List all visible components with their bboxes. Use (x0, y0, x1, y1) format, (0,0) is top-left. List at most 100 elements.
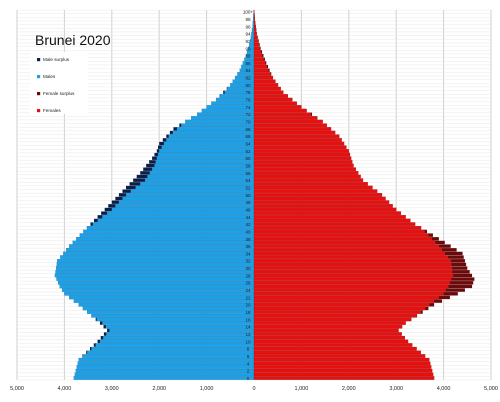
bar-female (253, 365, 432, 369)
bar-female (253, 255, 448, 259)
bar-female (253, 354, 426, 358)
age-label: 98 (245, 17, 251, 22)
bar-female (253, 218, 411, 223)
age-label: 4 (247, 361, 250, 366)
bar-male-surplus (129, 182, 141, 186)
bar-male (91, 346, 255, 351)
bar-male (75, 368, 255, 373)
chart-title: Brunei 2020 (35, 32, 111, 48)
bar-female (253, 291, 444, 296)
x-tick-label: 4,000 (437, 386, 451, 392)
age-label: 30 (245, 266, 251, 271)
bar-female-surplus (270, 72, 272, 76)
legend-swatch (37, 109, 41, 113)
bar-male (106, 332, 255, 336)
bar-male (130, 189, 255, 193)
bar-female (253, 215, 406, 219)
bar-male (106, 211, 255, 215)
bar-female-surplus (424, 229, 428, 234)
bar-female (253, 116, 317, 120)
bar-male-surplus (108, 204, 116, 208)
bar-male (157, 152, 255, 157)
bar-female (253, 372, 434, 377)
bar-male (61, 288, 255, 292)
bars (54, 9, 475, 380)
age-label: 18 (245, 310, 251, 315)
bar-female (253, 302, 430, 307)
bar-female-surplus (306, 108, 307, 113)
age-label: 90 (245, 46, 251, 51)
bar-male-surplus (115, 196, 123, 201)
bar-female-surplus (441, 248, 457, 252)
bar-male (109, 328, 255, 333)
bar-male (103, 335, 255, 340)
bar-female (253, 112, 311, 117)
bar-female-surplus (443, 292, 458, 296)
bar-female-surplus (449, 281, 474, 285)
bar-female-surplus (258, 42, 260, 47)
bar-female (253, 204, 393, 208)
x-tick-labels: 5,000 4,000 3,000 2,000 1,000 0 1,000 2,000 3,00… (10, 386, 498, 392)
bar-male (57, 280, 255, 285)
bar-male (161, 145, 255, 150)
bar-male-surplus (158, 145, 162, 149)
bar-male (252, 20, 255, 25)
bar-male (99, 339, 255, 344)
age-label: 10 (245, 339, 251, 344)
bar-male-surplus (136, 174, 148, 179)
bar-female (253, 211, 402, 215)
bar-female-surplus (447, 255, 464, 259)
bar-male-surplus (103, 332, 107, 336)
bar-female-surplus (453, 273, 473, 278)
x-tick-label: 3,000 (105, 386, 119, 392)
age-label: 22 (245, 295, 251, 300)
bar-male (155, 160, 255, 164)
bar-female (253, 299, 435, 303)
legend-box (30, 52, 88, 114)
x-tick-label: 1,000 (295, 386, 309, 392)
age-label: 96 (245, 24, 251, 29)
bar-female (253, 167, 357, 171)
bar-male (76, 365, 255, 369)
bar-female (253, 332, 402, 336)
legend-swatch (37, 92, 41, 96)
bar-male (102, 321, 255, 325)
bar-female (253, 156, 352, 161)
bar-female (253, 196, 386, 201)
bar-female (253, 200, 390, 204)
bar-female (253, 269, 453, 274)
bar-female-surplus (316, 116, 318, 120)
age-label: 60 (245, 156, 251, 161)
bar-female (253, 90, 284, 95)
legend-label: Males (43, 74, 56, 79)
bar-male (54, 273, 255, 278)
bar-male (168, 134, 255, 139)
bar-male (86, 226, 255, 230)
bar-male (176, 127, 255, 131)
bar-male-surplus (173, 127, 177, 131)
age-label: 70 (245, 120, 251, 125)
bar-male (76, 237, 255, 241)
bar-male (78, 357, 255, 362)
bar-female (253, 138, 342, 142)
age-label: 34 (245, 251, 251, 256)
bar-male (92, 222, 255, 226)
bar-female (253, 50, 262, 54)
bar-male (250, 39, 255, 43)
bar-female (253, 317, 412, 322)
bar-female (253, 105, 302, 109)
bar-female (253, 141, 345, 146)
age-label: 8 (247, 347, 250, 352)
bar-female-surplus (435, 240, 445, 245)
bar-female (253, 174, 361, 179)
bar-male-surplus (118, 193, 127, 197)
bar-female (253, 262, 452, 267)
bar-male (102, 215, 255, 219)
legend-swatch (37, 58, 41, 62)
bar-female (253, 233, 429, 237)
bar-female (253, 288, 447, 292)
bar-male-surplus (159, 141, 164, 146)
bar-male-surplus (166, 134, 169, 138)
legend-label: Female surplus (43, 91, 75, 96)
age-label: 78 (245, 90, 251, 95)
